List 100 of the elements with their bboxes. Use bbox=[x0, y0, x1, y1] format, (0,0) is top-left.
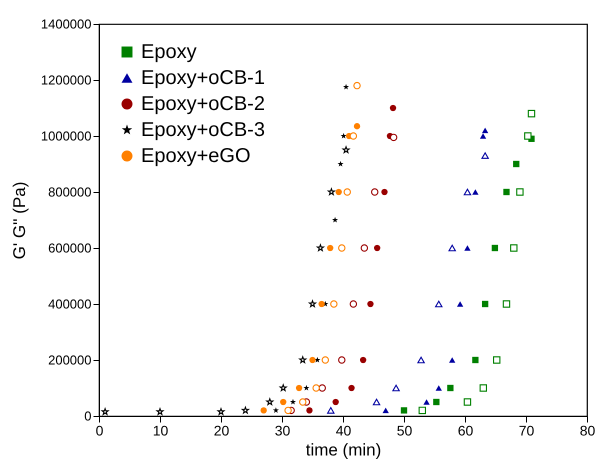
x-axis-title: time (min) bbox=[306, 440, 382, 460]
point bbox=[482, 128, 488, 134]
point bbox=[433, 398, 440, 406]
point bbox=[316, 244, 324, 252]
point bbox=[382, 408, 389, 414]
x-tick-label: 80 bbox=[580, 422, 596, 438]
point bbox=[303, 384, 310, 391]
point bbox=[343, 84, 350, 90]
point bbox=[308, 300, 316, 308]
point bbox=[390, 104, 396, 112]
point bbox=[482, 300, 488, 308]
point bbox=[400, 407, 408, 414]
x-tick-label: 40 bbox=[336, 422, 352, 438]
point bbox=[493, 356, 500, 364]
point bbox=[513, 160, 520, 168]
point bbox=[417, 356, 425, 364]
point bbox=[327, 244, 334, 252]
point bbox=[338, 356, 346, 364]
point bbox=[299, 356, 306, 364]
point bbox=[360, 244, 368, 252]
point bbox=[464, 398, 472, 406]
x-tick-label: 60 bbox=[458, 422, 474, 438]
point bbox=[322, 356, 330, 364]
point bbox=[102, 408, 109, 415]
point bbox=[353, 82, 361, 90]
point bbox=[332, 216, 338, 223]
point bbox=[472, 189, 479, 195]
point bbox=[480, 133, 486, 139]
point bbox=[217, 408, 225, 415]
point bbox=[290, 398, 296, 405]
legend-label: Epoxy+oCB-1 bbox=[141, 67, 265, 89]
point bbox=[448, 244, 456, 252]
point bbox=[306, 407, 313, 414]
legend-label: Epoxy+oCB-2 bbox=[141, 93, 265, 115]
x-tick-label: 10 bbox=[152, 422, 168, 438]
point bbox=[318, 384, 326, 392]
point bbox=[309, 356, 316, 364]
y-tick-label: 0 bbox=[84, 408, 92, 424]
legend-label: Epoxy+eGO bbox=[141, 145, 251, 167]
point bbox=[156, 408, 164, 415]
y-tick-label: 800000 bbox=[48, 184, 92, 200]
point bbox=[502, 300, 510, 308]
point bbox=[318, 300, 325, 308]
point bbox=[296, 384, 302, 392]
x-tick-label: 30 bbox=[274, 422, 290, 438]
point bbox=[528, 110, 536, 118]
point bbox=[449, 357, 456, 363]
point bbox=[372, 398, 380, 406]
y-tick-label: 600000 bbox=[48, 240, 92, 256]
x-tick-label: 50 bbox=[396, 422, 412, 438]
point bbox=[472, 356, 479, 364]
point bbox=[344, 188, 351, 196]
point bbox=[381, 188, 388, 196]
point bbox=[390, 134, 398, 142]
legend-label: Epoxy+oCB-3 bbox=[141, 119, 265, 141]
point bbox=[371, 188, 378, 196]
point bbox=[510, 244, 518, 252]
point bbox=[284, 406, 292, 414]
y-tick-label: 1000000 bbox=[40, 128, 92, 144]
point bbox=[354, 123, 360, 130]
y-tick-label: 400000 bbox=[48, 296, 92, 312]
point bbox=[350, 132, 358, 140]
point bbox=[350, 300, 358, 308]
point bbox=[280, 384, 287, 392]
point bbox=[418, 406, 426, 414]
point bbox=[464, 188, 472, 196]
point bbox=[332, 398, 339, 406]
point bbox=[392, 384, 400, 392]
x-tick-label: 70 bbox=[518, 422, 534, 438]
point bbox=[338, 160, 344, 167]
point bbox=[328, 188, 335, 196]
point bbox=[312, 384, 320, 392]
y-tick-label: 1200000 bbox=[40, 72, 92, 88]
point bbox=[524, 132, 532, 140]
point bbox=[481, 152, 489, 159]
point bbox=[447, 384, 454, 392]
point bbox=[435, 300, 442, 308]
point bbox=[367, 300, 374, 308]
point bbox=[464, 245, 471, 251]
point bbox=[327, 407, 335, 414]
point bbox=[266, 398, 274, 406]
x-tick-label: 0 bbox=[96, 422, 104, 438]
y-tick-label: 200000 bbox=[48, 352, 92, 368]
point bbox=[272, 407, 279, 413]
y-tick-label: 1400000 bbox=[40, 16, 92, 32]
point bbox=[330, 300, 338, 308]
y-axis-title: G' G'' (Pa) bbox=[10, 182, 29, 260]
point bbox=[374, 244, 380, 252]
x-tick-label: 20 bbox=[214, 422, 230, 438]
point bbox=[480, 384, 488, 392]
point bbox=[423, 399, 430, 405]
legend-label: Epoxy bbox=[141, 41, 197, 63]
point bbox=[492, 244, 498, 252]
point bbox=[338, 244, 346, 252]
point bbox=[299, 398, 306, 406]
point bbox=[260, 407, 267, 414]
point bbox=[342, 146, 350, 154]
point bbox=[503, 188, 510, 196]
point bbox=[516, 188, 524, 196]
point bbox=[336, 188, 342, 196]
